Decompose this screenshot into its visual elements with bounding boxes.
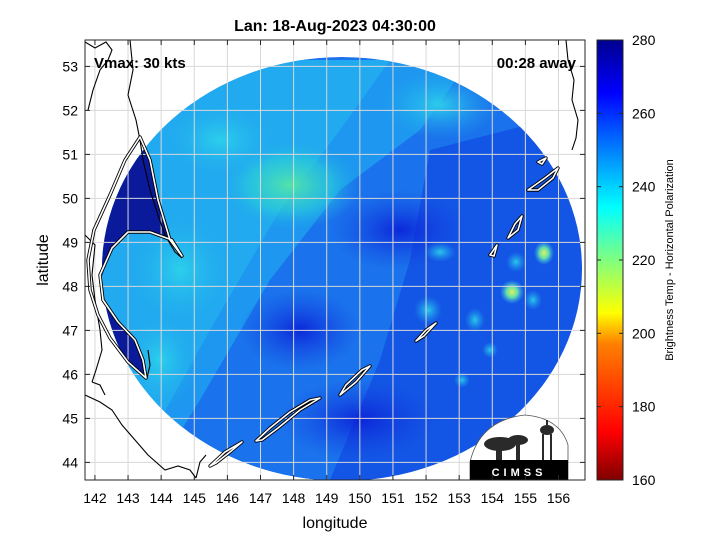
x-tick-label: 152: [414, 490, 438, 506]
y-tick-label: 47: [62, 322, 78, 338]
vmax-annotation: Vmax: 30 kts: [94, 55, 186, 72]
x-tick-label: 153: [447, 490, 471, 506]
y-tick-label: 45: [62, 410, 78, 426]
x-tick-label: 148: [282, 490, 306, 506]
y-tick-label: 53: [62, 58, 78, 74]
colorbar-tick-label: 160: [632, 472, 656, 488]
logo-text: CIMSS: [492, 467, 547, 479]
x-tick-label: 154: [481, 490, 505, 506]
colorbar-tick-label: 180: [632, 399, 656, 415]
y-tick-label: 52: [62, 102, 78, 118]
y-tick-label: 51: [62, 146, 78, 162]
grid-lines: [85, 40, 585, 480]
x-axis-label: longitude: [303, 515, 368, 532]
x-axis: 142 143 144 145 146 147 148 149 150 151 152 153 154 1…: [83, 40, 570, 506]
y-tick-label: 44: [62, 454, 78, 470]
island-outlines: [86, 135, 560, 468]
colorbar-tick-label: 260: [632, 105, 656, 121]
x-tick-label: 142: [83, 490, 107, 506]
colorbar-tick-label: 240: [632, 179, 656, 195]
plot-area: CIMSS Vmax: 30 kts 00:28 away: [85, 40, 585, 480]
y-tick-label: 46: [62, 366, 78, 382]
colorbar-label: Brightness Temp - Horizontal Polarizatio…: [664, 159, 676, 361]
colorbar-tick-label: 200: [632, 325, 656, 341]
x-tick-label: 143: [116, 490, 140, 506]
x-tick-label: 156: [547, 490, 571, 506]
colorbar-tick-label: 280: [632, 32, 656, 48]
x-tick-label: 151: [381, 490, 405, 506]
x-tick-label: 147: [249, 490, 273, 506]
y-tick-label: 49: [62, 234, 78, 250]
x-tick-label: 146: [216, 490, 240, 506]
x-tick-label: 149: [315, 490, 339, 506]
y-axis-label: latitude: [35, 234, 52, 286]
coastline: [85, 40, 579, 479]
y-axis: 44 45 46 47 48 49 50 51 52 53: [62, 58, 585, 470]
time-away-annotation: 00:28 away: [497, 55, 577, 72]
y-tick-label: 50: [62, 190, 78, 206]
x-tick-label: 155: [514, 490, 538, 506]
x-tick-label: 150: [348, 490, 372, 506]
cimss-logo: CIMSS: [469, 414, 569, 480]
colorbar-tick-label: 220: [632, 252, 656, 268]
chart-title: Lan: 18-Aug-2023 04:30:00: [234, 18, 436, 35]
x-tick-label: 145: [183, 490, 207, 506]
colorbar: 160 180 200 220 240 260 280 Brightness Temp - …: [596, 32, 676, 488]
x-tick-label: 144: [149, 490, 173, 506]
plot-frame: [84, 39, 586, 481]
y-tick-label: 48: [62, 278, 78, 294]
